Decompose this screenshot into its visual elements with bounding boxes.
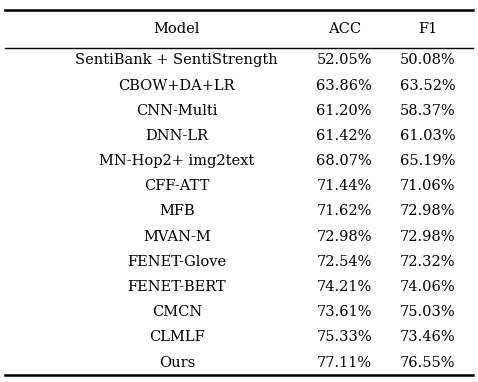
Text: CNN-Multi: CNN-Multi: [136, 104, 217, 118]
Text: CBOW+DA+LR: CBOW+DA+LR: [119, 79, 235, 92]
Text: 61.20%: 61.20%: [316, 104, 372, 118]
Text: 74.06%: 74.06%: [400, 280, 456, 294]
Text: Ours: Ours: [159, 356, 195, 369]
Text: FENET-Glove: FENET-Glove: [127, 255, 227, 269]
Text: CLMLF: CLMLF: [149, 330, 205, 344]
Text: 72.32%: 72.32%: [400, 255, 456, 269]
Text: 75.33%: 75.33%: [316, 330, 372, 344]
Text: CMCN: CMCN: [152, 305, 202, 319]
Text: 72.98%: 72.98%: [400, 204, 456, 219]
Text: 65.19%: 65.19%: [400, 154, 456, 168]
Text: 76.55%: 76.55%: [400, 356, 456, 369]
Text: FENET-BERT: FENET-BERT: [128, 280, 226, 294]
Text: 73.46%: 73.46%: [400, 330, 456, 344]
Text: 71.44%: 71.44%: [316, 179, 372, 193]
Text: 50.08%: 50.08%: [400, 53, 456, 67]
Text: 52.05%: 52.05%: [316, 53, 372, 67]
Text: DNN-LR: DNN-LR: [145, 129, 208, 143]
Text: 72.54%: 72.54%: [316, 255, 372, 269]
Text: F1: F1: [418, 22, 437, 36]
Text: 68.07%: 68.07%: [316, 154, 372, 168]
Text: 63.86%: 63.86%: [316, 79, 372, 92]
Text: 63.52%: 63.52%: [400, 79, 456, 92]
Text: MFB: MFB: [159, 204, 195, 219]
Text: 73.61%: 73.61%: [316, 305, 372, 319]
Text: 61.03%: 61.03%: [400, 129, 456, 143]
Text: 72.98%: 72.98%: [400, 230, 456, 244]
Text: MN-Hop2+ img2text: MN-Hop2+ img2text: [99, 154, 254, 168]
Text: 74.21%: 74.21%: [316, 280, 372, 294]
Text: 72.98%: 72.98%: [316, 230, 372, 244]
Text: SentiBank + SentiStrength: SentiBank + SentiStrength: [76, 53, 278, 67]
Text: MVAN-M: MVAN-M: [143, 230, 211, 244]
Text: 71.62%: 71.62%: [316, 204, 372, 219]
Text: 77.11%: 77.11%: [316, 356, 372, 369]
Text: CFF-ATT: CFF-ATT: [144, 179, 209, 193]
Text: ACC: ACC: [327, 22, 361, 36]
Text: 58.37%: 58.37%: [400, 104, 456, 118]
Text: 75.03%: 75.03%: [400, 305, 456, 319]
Text: Model: Model: [153, 22, 200, 36]
Text: 61.42%: 61.42%: [316, 129, 372, 143]
Text: 71.06%: 71.06%: [400, 179, 456, 193]
